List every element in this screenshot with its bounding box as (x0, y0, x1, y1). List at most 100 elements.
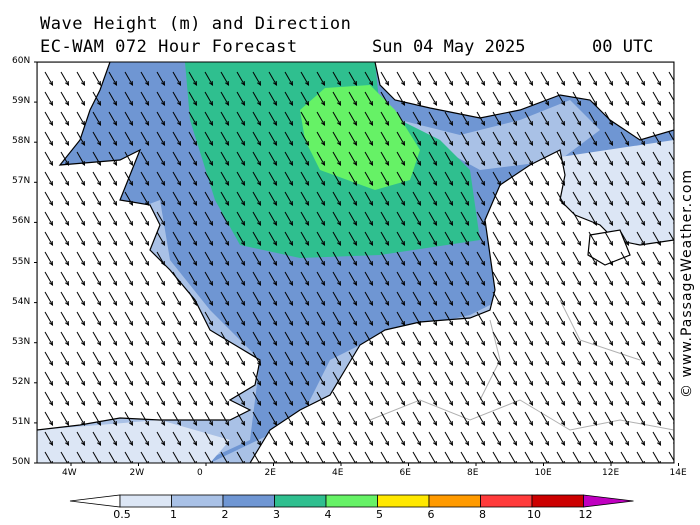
wave-direction-arrow (572, 271, 582, 286)
lon-label: 8E (467, 468, 479, 478)
wave-direction-arrow (252, 331, 262, 346)
wave-direction-arrow (124, 271, 134, 286)
wave-direction-arrow (268, 211, 278, 226)
colorbar-label: 4 (324, 508, 332, 521)
wave-direction-arrow (92, 111, 102, 126)
wave-direction-arrow (524, 151, 534, 166)
wave-direction-arrow (540, 271, 550, 286)
wave-direction-arrow (92, 131, 102, 146)
wave-direction-arrow (668, 151, 674, 164)
wave-direction-arrow (348, 251, 358, 266)
wave-direction-arrow (284, 411, 294, 426)
wave-direction-arrow (348, 71, 358, 86)
wave-direction-arrow (572, 151, 582, 166)
wave-direction-arrow (124, 171, 134, 186)
wave-direction-arrow (412, 411, 422, 426)
wave-direction-arrow (508, 191, 518, 206)
wave-direction-arrow (588, 351, 598, 366)
wave-direction-arrow (460, 111, 470, 126)
wave-direction-arrow (236, 191, 246, 206)
wave-direction-arrow (620, 231, 630, 246)
wave-direction-arrow (636, 71, 646, 86)
wave-direction-arrow (108, 191, 118, 206)
wave-direction-arrow (92, 331, 102, 346)
wave-direction-arrow (652, 391, 662, 406)
wave-direction-arrow (540, 191, 550, 206)
wave-direction-arrow (76, 291, 86, 306)
wave-direction-arrow (508, 331, 518, 346)
wave-direction-arrow (316, 351, 326, 366)
wave-direction-arrow (76, 331, 86, 346)
wave-direction-arrow (332, 211, 342, 226)
wave-direction-arrow (204, 371, 214, 386)
wave-direction-arrow (620, 291, 630, 306)
wave-direction-arrow (412, 211, 422, 226)
wave-direction-arrow (124, 191, 134, 206)
wave-direction-arrow (444, 311, 454, 326)
wave-direction-arrow (636, 231, 646, 246)
wave-direction-arrow (396, 331, 406, 346)
wave-direction-arrow (476, 251, 486, 266)
wave-direction-arrow (540, 151, 550, 166)
wave-direction-arrow (668, 351, 674, 364)
wave-direction-arrow (332, 351, 342, 366)
wave-direction-arrow (204, 431, 214, 446)
lat-label: 56N (12, 216, 31, 227)
wave-direction-arrow (412, 231, 422, 246)
wave-direction-arrow (492, 331, 502, 346)
wave-direction-arrow (252, 391, 262, 406)
wave-direction-arrow (252, 251, 262, 266)
wave-direction-arrow (508, 71, 518, 86)
wave-direction-arrow (252, 231, 262, 246)
wave-direction-arrow (428, 131, 438, 146)
wave-direction-arrow (412, 311, 422, 326)
lat-label: 53N (12, 336, 31, 347)
wave-direction-arrow (124, 331, 134, 346)
wave-direction-arrow (252, 271, 262, 286)
wave-direction-arrow (268, 411, 278, 426)
wave-direction-arrow (428, 351, 438, 366)
wave-direction-arrow (444, 171, 454, 186)
wave-direction-arrow (428, 411, 438, 426)
wave-direction-arrow (172, 171, 182, 186)
wave-direction-arrow (428, 391, 438, 406)
wave-direction-arrow (572, 431, 582, 446)
wave-direction-arrow (156, 71, 166, 86)
wave-direction-arrow (604, 171, 614, 186)
land-zealand (587, 229, 631, 266)
wave-direction-arrow (604, 391, 614, 406)
wave-direction-arrow (588, 271, 598, 286)
wave-direction-arrow (444, 251, 454, 266)
wave-direction-arrow (668, 111, 674, 124)
wave-direction-arrow (604, 231, 614, 246)
wave-direction-arrow (108, 311, 118, 326)
wave-direction-arrow (668, 331, 674, 344)
wave-direction-arrow (572, 351, 582, 366)
wave-direction-arrow (572, 191, 582, 206)
wave-direction-arrow (396, 411, 406, 426)
wave-direction-arrow (188, 391, 198, 406)
wave-direction-arrow (268, 191, 278, 206)
wave-direction-arrow (412, 391, 422, 406)
wave-direction-arrow (92, 271, 102, 286)
wave-direction-arrow (60, 231, 70, 246)
wave-direction-arrow (492, 171, 502, 186)
wave-direction-arrow (428, 251, 438, 266)
wave-direction-arrow (348, 171, 358, 186)
wave-direction-arrow (428, 111, 438, 126)
wave-direction-arrow (492, 351, 502, 366)
wave-direction-arrow (396, 351, 406, 366)
wave-direction-arrow (444, 291, 454, 306)
wave-direction-arrow (588, 71, 598, 86)
wave-direction-arrow (316, 111, 326, 126)
wave-direction-arrow (476, 291, 486, 306)
wave-direction-arrow (124, 231, 134, 246)
wave-direction-arrow (428, 271, 438, 286)
wave-direction-arrow (444, 371, 454, 386)
wave-direction-arrow (284, 111, 294, 126)
wave-direction-arrow (140, 311, 150, 326)
wave-direction-arrow (652, 131, 662, 146)
wave-direction-arrow (332, 291, 342, 306)
colorbar-label: 10 (527, 508, 541, 521)
wave-direction-arrow (508, 411, 518, 426)
